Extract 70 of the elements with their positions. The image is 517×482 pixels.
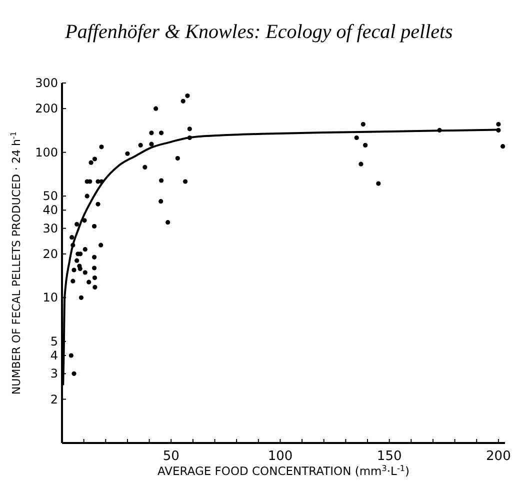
point xyxy=(88,160,94,165)
point xyxy=(187,126,192,132)
point xyxy=(96,202,100,206)
point xyxy=(84,194,90,198)
point xyxy=(98,242,104,248)
y-tick-label: 40 xyxy=(42,203,58,218)
x-axis-title: AVERAGE FOOD CONCENTRATION (mm$^{3}$·L$^{-1}$) xyxy=(158,464,410,478)
y-tick-label: 20 xyxy=(42,246,58,261)
chart-title: Paffenhöfer & Knowles: Ecology of fecal pellets xyxy=(64,21,454,43)
point xyxy=(92,224,97,229)
point xyxy=(158,199,164,204)
point xyxy=(92,156,98,162)
point xyxy=(72,371,76,376)
point xyxy=(99,144,104,150)
point xyxy=(72,268,76,272)
x-tick-label: 150 xyxy=(376,449,402,464)
point xyxy=(185,93,190,98)
y-tick-label: 10 xyxy=(42,290,58,305)
point xyxy=(92,266,97,270)
point xyxy=(99,179,104,184)
y-tick-label: 50 xyxy=(42,189,58,204)
point xyxy=(78,266,82,272)
point xyxy=(92,254,97,260)
point xyxy=(154,106,158,111)
point xyxy=(74,222,80,227)
y-tick-label: 5 xyxy=(50,334,58,348)
point xyxy=(376,181,381,186)
point xyxy=(496,122,501,127)
point xyxy=(125,151,130,156)
point xyxy=(363,142,368,148)
y-tick-label: 2 xyxy=(50,392,58,406)
point xyxy=(70,235,74,240)
point xyxy=(158,130,164,136)
point xyxy=(138,142,143,148)
x-tick-label: 100 xyxy=(268,449,293,464)
point xyxy=(70,278,76,284)
point xyxy=(183,179,188,184)
point xyxy=(360,122,366,127)
y-tick-label: 200 xyxy=(35,102,58,116)
x-tick-label: 50 xyxy=(162,449,180,464)
point xyxy=(86,280,92,284)
y-tick-label: 300 xyxy=(35,76,58,90)
point xyxy=(180,98,186,104)
point xyxy=(68,353,74,358)
point xyxy=(88,179,92,184)
point xyxy=(175,156,180,161)
point xyxy=(82,270,88,275)
point xyxy=(166,220,170,225)
point xyxy=(70,242,76,248)
point xyxy=(92,276,98,280)
point xyxy=(74,258,80,263)
point xyxy=(142,164,148,170)
point xyxy=(158,178,164,183)
point xyxy=(78,295,84,300)
point xyxy=(358,162,364,166)
point xyxy=(500,144,506,149)
point xyxy=(496,128,501,133)
point xyxy=(149,142,154,146)
point xyxy=(437,128,442,133)
x-tick-label: 200 xyxy=(486,449,511,464)
y-tick-label: 30 xyxy=(42,221,58,236)
y-tick-label: 4 xyxy=(50,348,58,363)
y-tick-label: 100 xyxy=(35,145,58,160)
point xyxy=(82,218,87,223)
point xyxy=(187,135,192,140)
point xyxy=(149,130,154,136)
point xyxy=(354,135,359,140)
point xyxy=(82,247,88,252)
y-tick-label: 3 xyxy=(50,366,58,381)
point xyxy=(92,284,98,290)
